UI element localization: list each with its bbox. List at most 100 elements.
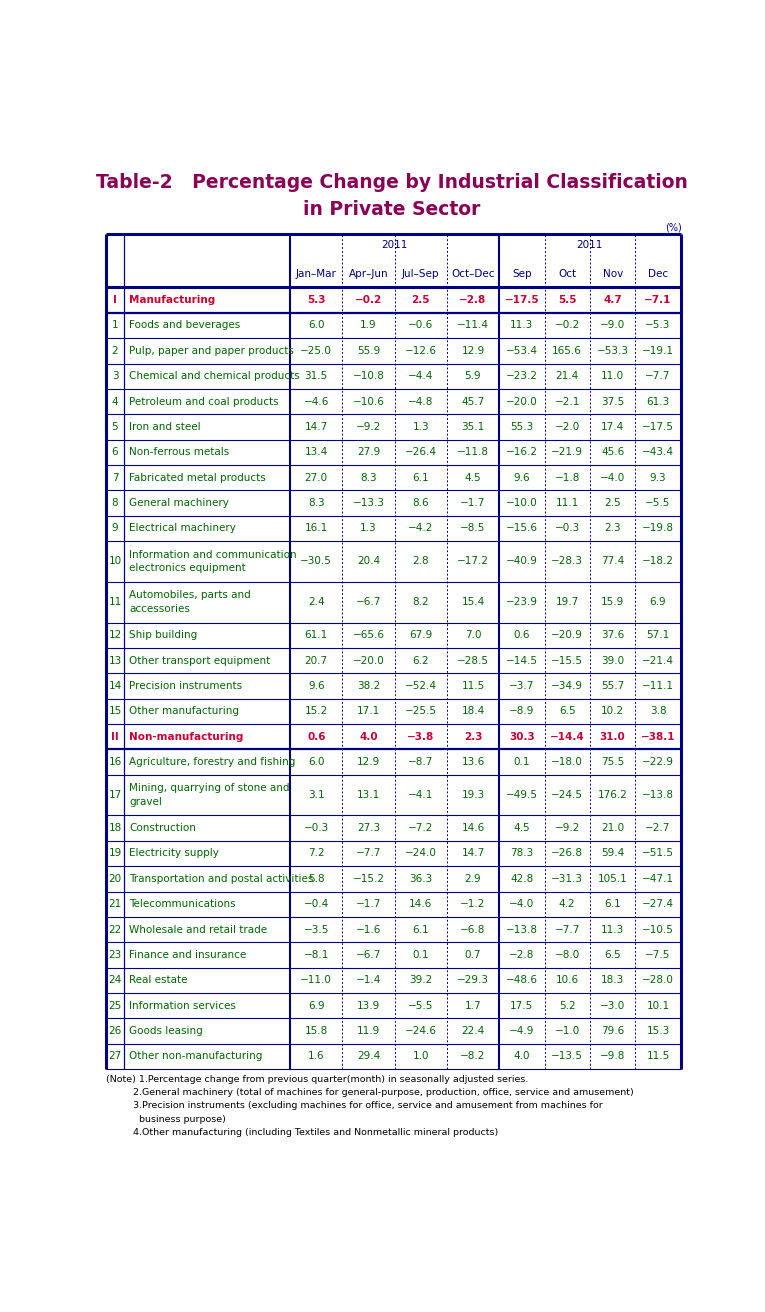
Text: 55.7: 55.7 <box>601 681 624 691</box>
Text: −27.4: −27.4 <box>642 899 674 909</box>
Text: −65.6: −65.6 <box>353 630 385 640</box>
Text: Other transport equipment: Other transport equipment <box>129 656 270 665</box>
Text: 12: 12 <box>109 630 122 640</box>
Text: 11: 11 <box>109 597 122 607</box>
Text: −9.2: −9.2 <box>555 823 580 833</box>
Text: −8.9: −8.9 <box>509 706 535 716</box>
Text: 35.1: 35.1 <box>461 422 484 432</box>
Text: 2.4: 2.4 <box>308 597 324 607</box>
Text: −16.2: −16.2 <box>506 447 538 458</box>
Text: 2011: 2011 <box>382 240 408 251</box>
Text: −5.5: −5.5 <box>408 1001 434 1010</box>
Text: 38.2: 38.2 <box>357 681 380 691</box>
Text: 37.6: 37.6 <box>601 630 624 640</box>
Text: 8: 8 <box>112 499 119 508</box>
Text: 15.2: 15.2 <box>304 706 328 716</box>
Text: −6.7: −6.7 <box>356 950 381 960</box>
Text: 79.6: 79.6 <box>601 1026 624 1036</box>
Text: 165.6: 165.6 <box>552 346 582 356</box>
Text: Agriculture, forestry and fishing: Agriculture, forestry and fishing <box>129 757 295 768</box>
Text: 1.0: 1.0 <box>412 1051 429 1061</box>
Text: Foods and beverages: Foods and beverages <box>129 320 240 331</box>
Text: 9: 9 <box>112 523 119 534</box>
Text: General machinery: General machinery <box>129 499 229 508</box>
Text: −18.0: −18.0 <box>552 757 583 768</box>
Text: 2.General machinery (total of machines for general-purpose, production, office, : 2.General machinery (total of machines f… <box>106 1088 633 1097</box>
Text: in Private Sector: in Private Sector <box>304 201 480 219</box>
Text: −19.8: −19.8 <box>642 523 674 534</box>
Text: 21.0: 21.0 <box>601 823 624 833</box>
Text: −9.0: −9.0 <box>600 320 625 331</box>
Text: 6.5: 6.5 <box>559 706 575 716</box>
Text: 4.5: 4.5 <box>513 823 530 833</box>
Text: Real estate: Real estate <box>129 975 187 985</box>
Text: −0.6: −0.6 <box>409 320 434 331</box>
Text: 20.4: 20.4 <box>357 556 380 567</box>
Text: 25: 25 <box>109 1001 122 1010</box>
Text: −13.8: −13.8 <box>506 925 538 934</box>
Text: Oct–Dec: Oct–Dec <box>451 269 495 279</box>
Text: 13.6: 13.6 <box>461 757 484 768</box>
Text: 14.6: 14.6 <box>461 823 484 833</box>
Text: 176.2: 176.2 <box>597 790 627 800</box>
Text: 9.3: 9.3 <box>649 472 666 483</box>
Text: 11.5: 11.5 <box>646 1051 669 1061</box>
Text: 13.4: 13.4 <box>304 447 328 458</box>
Text: 10.6: 10.6 <box>555 975 579 985</box>
Text: Wholesale and retail trade: Wholesale and retail trade <box>129 925 267 934</box>
Text: −19.1: −19.1 <box>642 346 674 356</box>
Text: −8.2: −8.2 <box>461 1051 486 1061</box>
Text: −4.1: −4.1 <box>408 790 434 800</box>
Text: −8.1: −8.1 <box>304 950 329 960</box>
Text: 6.1: 6.1 <box>604 899 621 909</box>
Text: 0.1: 0.1 <box>412 950 429 960</box>
Text: −0.3: −0.3 <box>304 823 329 833</box>
Text: −40.9: −40.9 <box>506 556 538 567</box>
Text: 6.9: 6.9 <box>308 1001 324 1010</box>
Text: 14.7: 14.7 <box>461 849 484 858</box>
Text: Transportation and postal activities: Transportation and postal activities <box>129 874 314 884</box>
Text: 78.3: 78.3 <box>510 849 533 858</box>
Text: gravel: gravel <box>129 796 162 807</box>
Text: −47.1: −47.1 <box>642 874 674 884</box>
Text: −28.0: −28.0 <box>642 975 674 985</box>
Text: −1.0: −1.0 <box>555 1026 580 1036</box>
Text: −28.5: −28.5 <box>457 656 489 665</box>
Text: −3.5: −3.5 <box>304 925 329 934</box>
Text: 45.6: 45.6 <box>601 447 624 458</box>
Text: 3.1: 3.1 <box>308 790 324 800</box>
Text: 2011: 2011 <box>577 240 603 251</box>
Text: 17: 17 <box>109 790 122 800</box>
Text: 2.9: 2.9 <box>464 874 481 884</box>
Text: 6.1: 6.1 <box>412 925 429 934</box>
Text: 5.3: 5.3 <box>307 295 326 306</box>
Text: Electrical machinery: Electrical machinery <box>129 523 236 534</box>
Text: −0.2: −0.2 <box>555 320 580 331</box>
Text: 8.3: 8.3 <box>360 472 377 483</box>
Text: −3.7: −3.7 <box>509 681 535 691</box>
Text: 10.2: 10.2 <box>601 706 624 716</box>
Text: 3.Precision instruments (excluding machines for office, service and amusement fr: 3.Precision instruments (excluding machi… <box>106 1102 603 1110</box>
Text: electronics equipment: electronics equipment <box>129 563 246 573</box>
Text: −13.3: −13.3 <box>353 499 385 508</box>
Text: Telecommunications: Telecommunications <box>129 899 236 909</box>
Text: −1.4: −1.4 <box>356 975 381 985</box>
Text: 75.5: 75.5 <box>601 757 624 768</box>
Text: −9.2: −9.2 <box>356 422 381 432</box>
Text: 17.4: 17.4 <box>601 422 624 432</box>
Text: Non-manufacturing: Non-manufacturing <box>129 732 243 741</box>
Text: −25.5: −25.5 <box>405 706 437 716</box>
Text: 3: 3 <box>112 371 119 382</box>
Text: −23.2: −23.2 <box>506 371 538 382</box>
Text: Ship building: Ship building <box>129 630 197 640</box>
Text: 20.7: 20.7 <box>304 656 328 665</box>
Text: I: I <box>113 295 117 306</box>
Text: −7.7: −7.7 <box>646 371 671 382</box>
Text: 57.1: 57.1 <box>646 630 669 640</box>
Text: 14.7: 14.7 <box>304 422 328 432</box>
Text: Goods leasing: Goods leasing <box>129 1026 203 1036</box>
Text: 18.4: 18.4 <box>461 706 484 716</box>
Text: −25.0: −25.0 <box>301 346 332 356</box>
Text: −26.4: −26.4 <box>405 447 437 458</box>
Text: −38.1: −38.1 <box>641 732 675 741</box>
